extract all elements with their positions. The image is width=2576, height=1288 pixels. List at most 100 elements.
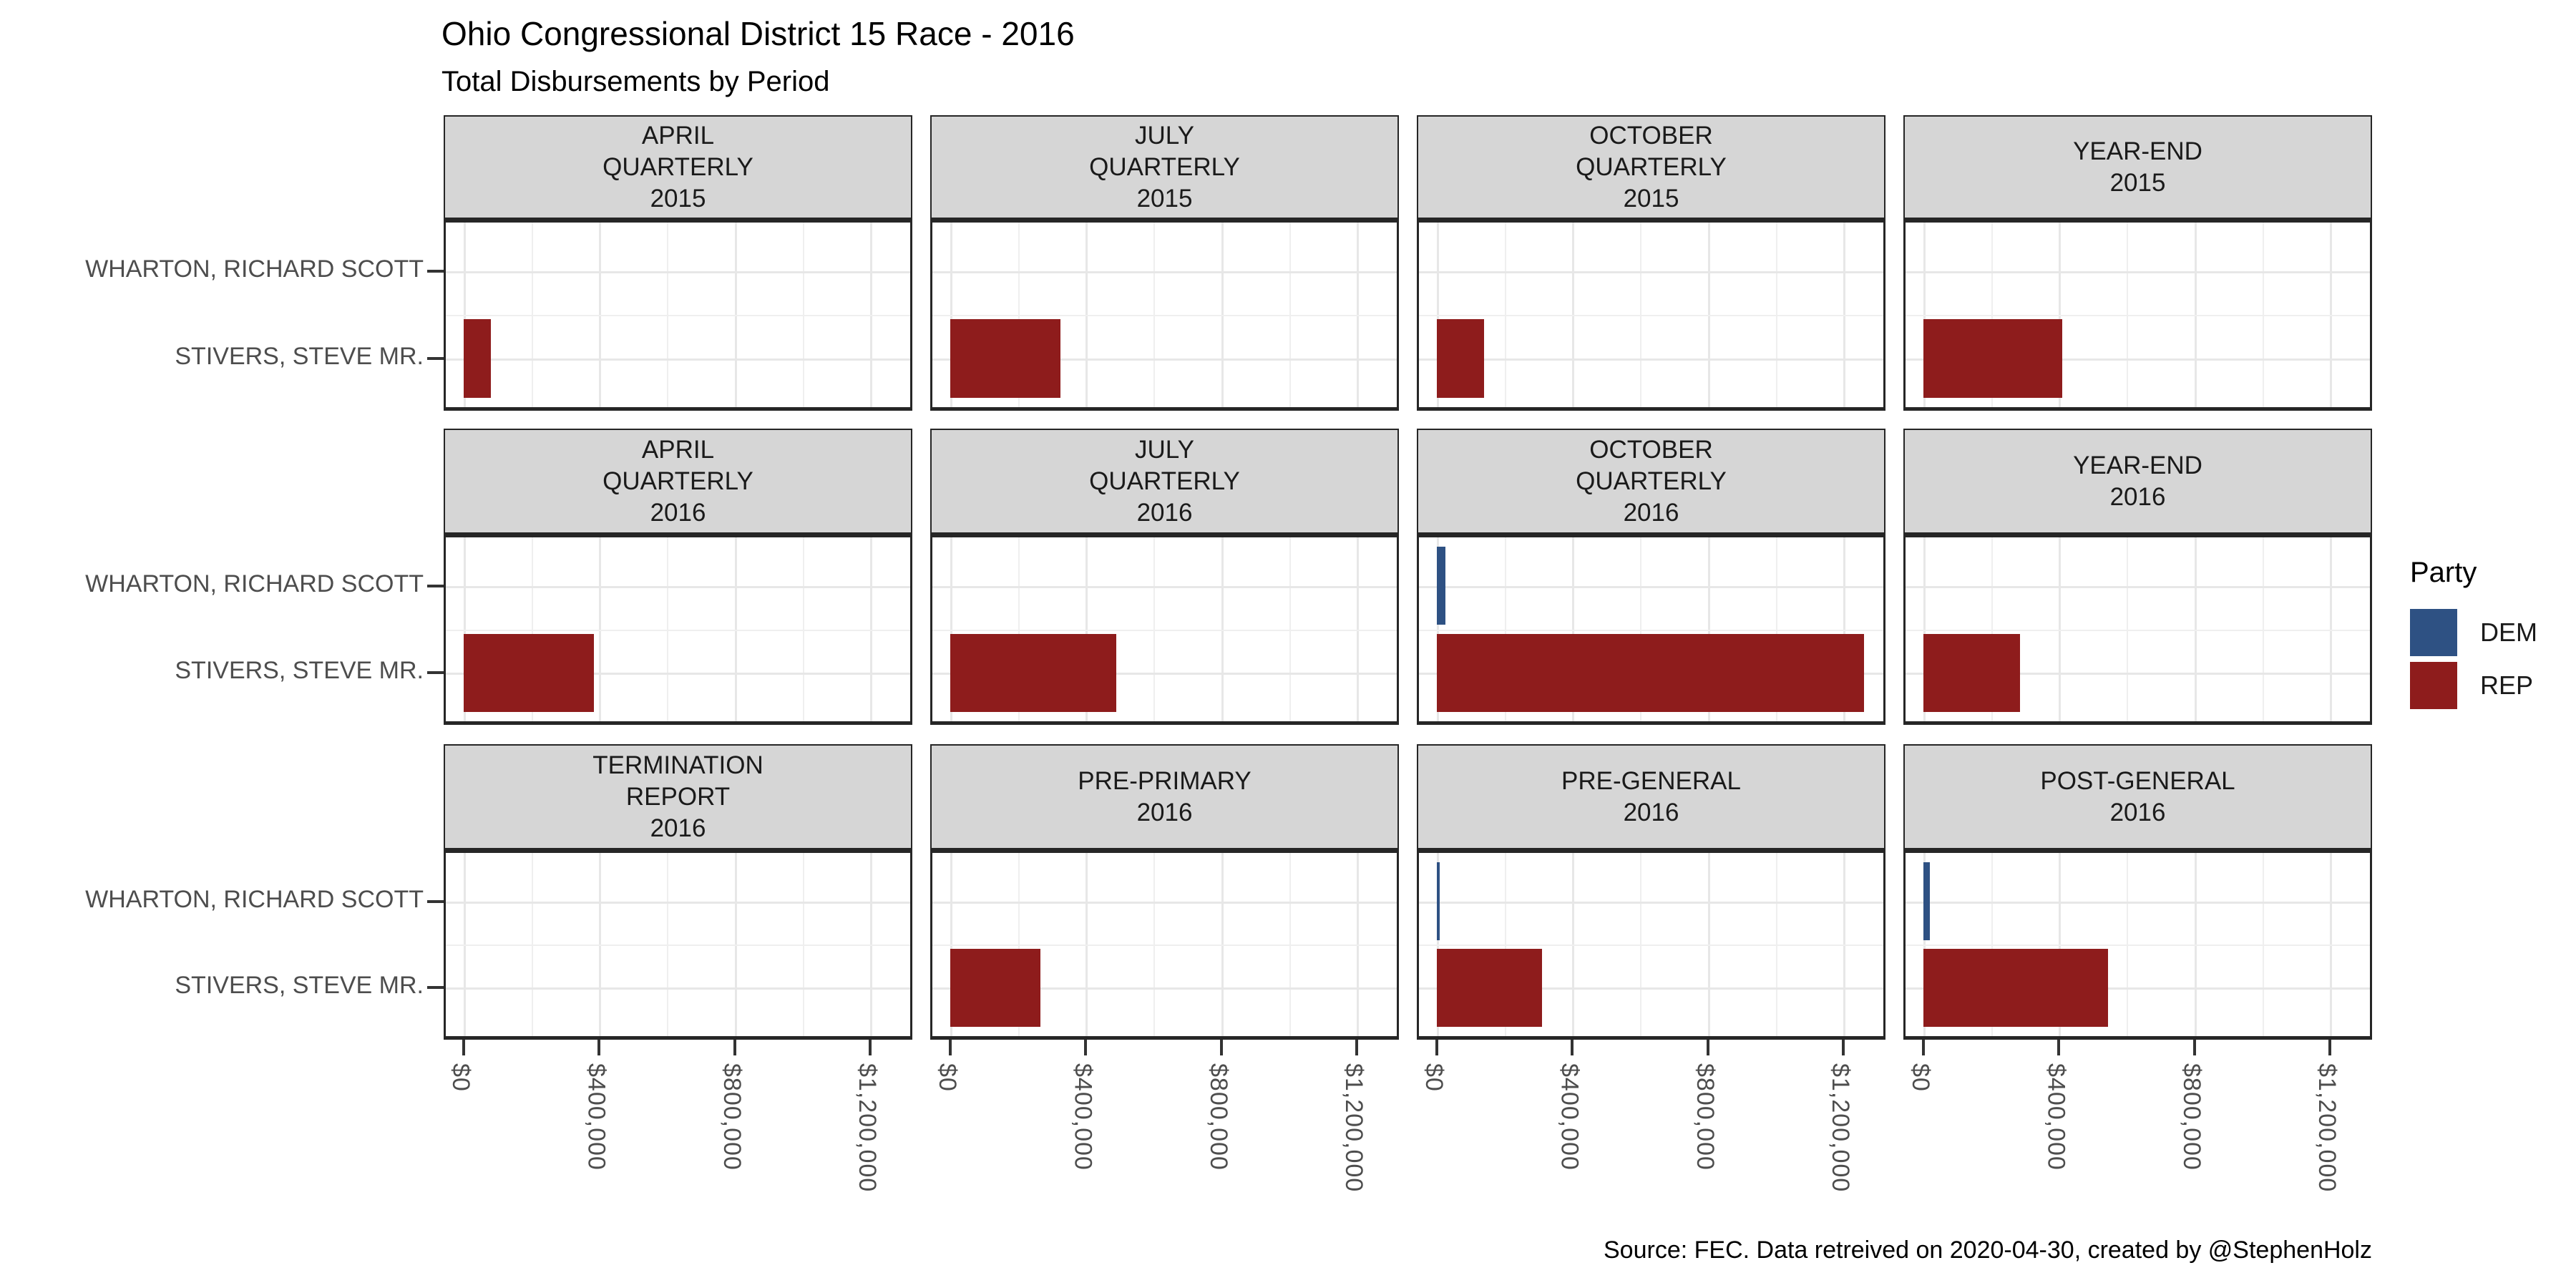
facet-strip-label: QUARTERLY (602, 152, 753, 181)
y-axis-label: STIVERS, STEVE MR. (175, 657, 424, 685)
facet-strip: JULY QUARTERLY 2015 (930, 115, 1399, 219)
gridline-y-major (446, 673, 910, 675)
chart-subtitle: Total Disbursements by Period (441, 66, 830, 97)
gridline-y-minor (446, 945, 910, 946)
bar-rep (1437, 318, 1485, 398)
x-axis-tick (2192, 1040, 2196, 1055)
x-axis-label: $1,200,000 (2313, 1063, 2341, 1193)
x-axis-label: $0 (1420, 1063, 1448, 1092)
legend-label: DEM (2480, 618, 2537, 647)
gridline-y-major (1906, 271, 2370, 274)
facet-strip: POST-GENERAL 2016 (1903, 744, 2372, 849)
y-axis-tick (427, 986, 444, 990)
x-axis-label: $0 (934, 1063, 961, 1092)
facet-strip-label: 2016 (650, 814, 706, 842)
x-axis-label: $1,200,000 (854, 1063, 882, 1193)
y-axis-tick (427, 584, 444, 587)
gridline-y-minor (1419, 315, 1883, 316)
bar-rep (1923, 318, 2063, 398)
facet-strip-label: OCTOBER (1589, 121, 1713, 150)
bar-rep (950, 948, 1040, 1027)
gridline-y-minor (932, 629, 1397, 631)
gridline-y-major (932, 987, 1397, 990)
facet-strip: APRIL QUARTERLY 2016 (444, 429, 912, 534)
gridline-y-major (1419, 271, 1883, 274)
facet-strip-label: TERMINATION (592, 751, 763, 779)
facet-panel (1903, 849, 2372, 1040)
gridline-y-minor (446, 315, 910, 316)
gridline-y-major (932, 585, 1397, 588)
y-axis-tick (427, 356, 444, 360)
facet-panel (930, 534, 1399, 725)
facet-panel (1903, 219, 2372, 411)
facet-strip-label: APRIL (641, 435, 715, 464)
x-axis-label: $400,000 (582, 1063, 610, 1171)
facet-panel (1903, 534, 2372, 725)
gridline-y-major (1419, 358, 1883, 361)
gridline-y-major (1906, 358, 2370, 361)
facet-strip-label: 2016 (1623, 498, 1679, 527)
gridline-y-major (1906, 987, 2370, 990)
facet-strip-label: QUARTERLY (1576, 152, 1727, 181)
legend-entry: DEM (2410, 609, 2537, 656)
gridline-y-major (446, 987, 910, 990)
y-axis-label: STIVERS, STEVE MR. (175, 972, 424, 1000)
x-axis-tick (733, 1040, 736, 1055)
legend-entries: DEM REP (2410, 609, 2537, 709)
y-axis-label: WHARTON, RICHARD SCOTT (85, 885, 424, 913)
facet-strip-label: QUARTERLY (1576, 467, 1727, 495)
gridline-y-major (932, 673, 1397, 675)
legend-label: REP (2480, 670, 2534, 700)
facet-strip-label: 2016 (1623, 798, 1679, 826)
x-axis-tick (949, 1040, 952, 1055)
x-axis-tick (597, 1040, 601, 1055)
facet-strip-label: POST-GENERAL (2040, 766, 2235, 795)
x-axis-tick (2057, 1040, 2061, 1055)
legend: Party DEM REP (2410, 557, 2537, 715)
bar-rep (464, 318, 491, 398)
y-axis-label: WHARTON, RICHARD SCOTT (85, 255, 424, 283)
x-axis-tick (1084, 1040, 1088, 1055)
gridline-y-major (932, 271, 1397, 274)
gridline-y-major (446, 901, 910, 904)
facet-strip-label: OCTOBER (1589, 435, 1713, 464)
facet-strip-label: REPORT (625, 782, 731, 811)
x-axis-tick (869, 1040, 872, 1055)
gridline-y-minor (446, 629, 910, 631)
x-axis-tick (1571, 1040, 1574, 1055)
x-axis-label: $400,000 (1556, 1063, 1584, 1171)
gridline-y-minor (1906, 945, 2370, 946)
x-axis-tick (1355, 1040, 1359, 1055)
facet-strip: PRE-GENERAL 2016 (1417, 744, 1885, 849)
gridline-y-minor (1419, 629, 1883, 631)
chart-title: Ohio Congressional District 15 Race - 20… (441, 15, 1075, 52)
x-axis-tick (1435, 1040, 1438, 1055)
facet-panel (930, 219, 1399, 411)
facet-panel (1417, 219, 1885, 411)
gridline-y-minor (932, 945, 1397, 946)
x-axis-label: $400,000 (2042, 1063, 2070, 1171)
facet-strip-label: YEAR-END (2073, 451, 2202, 479)
bar-rep (1923, 633, 2020, 712)
y-axis-tick (427, 270, 444, 273)
facet-strip-label: 2015 (650, 184, 706, 213)
facet-strip-label: 2015 (2109, 168, 2166, 197)
facet-panel (444, 219, 912, 411)
legend-swatch-rep (2410, 662, 2457, 709)
gridline-y-major (446, 585, 910, 588)
y-axis-label: WHARTON, RICHARD SCOTT (85, 570, 424, 597)
facet-strip-label: QUARTERLY (602, 467, 753, 495)
facet-strip-label: YEAR-END (2073, 137, 2202, 165)
legend-entry: REP (2410, 662, 2537, 709)
gridline-y-minor (1906, 315, 2370, 316)
facet-panel (444, 534, 912, 725)
bar-rep (1437, 633, 1864, 712)
bar-rep (464, 633, 595, 712)
facet-panel (1417, 849, 1885, 1040)
facet-strip: TERMINATION REPORT 2016 (444, 744, 912, 849)
gridline-y-major (1906, 585, 2370, 588)
gridline-y-major (932, 901, 1397, 904)
gridline-y-major (932, 358, 1397, 361)
gridline-y-minor (1419, 945, 1883, 946)
